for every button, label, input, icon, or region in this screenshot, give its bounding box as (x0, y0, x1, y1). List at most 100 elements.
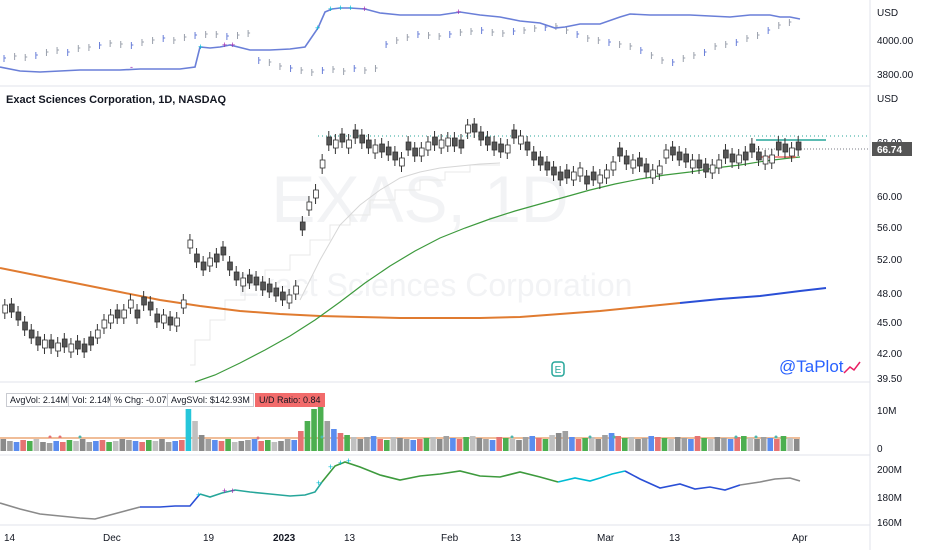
candle-body (194, 253, 200, 263)
volume-bar (793, 439, 800, 451)
volume-bar (635, 439, 641, 451)
candle-body (471, 123, 478, 133)
volume-bar (377, 439, 383, 451)
candlesticks (2, 118, 802, 358)
candle-body (742, 151, 749, 161)
candle-body (266, 283, 273, 293)
volume-bar (463, 437, 469, 451)
volume-bar (430, 437, 436, 451)
volume-bar (608, 433, 615, 451)
top-unit-label: USD (877, 8, 898, 19)
volume-bar (238, 441, 245, 451)
svg-text:+: + (338, 3, 343, 13)
candle-body (134, 309, 141, 319)
candle-body (405, 141, 412, 151)
volume-bar (502, 438, 509, 451)
price-unit-label: USD (877, 94, 898, 105)
candle-body (465, 124, 471, 134)
candle-body (617, 147, 623, 157)
price-tick-56: 56.00 (877, 223, 902, 234)
volume-bar (628, 437, 635, 451)
volume-bar (707, 439, 714, 451)
time-label-2023: 2023 (273, 533, 296, 544)
bottom-line-blue-2 (624, 470, 741, 491)
volume-bar (145, 440, 152, 451)
svg-text:+: + (316, 478, 321, 488)
bottom-line-blue-1 (140, 493, 201, 508)
volume-bar (139, 442, 145, 451)
volume-bar (476, 438, 483, 451)
volume-bar (694, 436, 701, 451)
bottom-line-markers: + + + + + + + (196, 456, 351, 500)
svg-text:+: + (222, 40, 227, 50)
last-price-label: 66.74 (877, 145, 902, 156)
candle-body (643, 163, 650, 173)
volume-bar (496, 437, 502, 451)
volume-bar (291, 440, 298, 451)
candle-body (756, 151, 762, 161)
symbol-watermark: EXAS, 1D (271, 162, 568, 236)
volume-bar (595, 439, 602, 451)
earnings-marker[interactable] (551, 361, 565, 377)
candle-body (491, 141, 498, 151)
candle-body (504, 144, 511, 154)
candle-body (319, 159, 326, 169)
top-tick-3800: 3800.00 (877, 70, 914, 81)
candle-body (511, 129, 518, 139)
volume-bar (99, 440, 106, 451)
volume-bar (403, 439, 410, 451)
volume-bar (218, 441, 225, 451)
volume-bar (231, 442, 238, 451)
candle-body (114, 309, 121, 319)
volume-bar (317, 403, 324, 451)
volume-bar (443, 436, 450, 451)
percent-change-stat: % Chg: -0.07% (110, 393, 179, 407)
volume-bar (185, 409, 192, 451)
volume-bar (198, 435, 205, 451)
volume-bar (450, 438, 456, 451)
volume-bar (364, 437, 370, 451)
candle-body (352, 129, 359, 139)
bottom-line-teal-1 (199, 481, 323, 498)
volume-bar (734, 437, 740, 451)
candle-body (260, 281, 266, 291)
candle-body (200, 261, 207, 271)
volume-bar (674, 437, 681, 451)
volume-bar (489, 440, 496, 451)
candle-body (359, 134, 366, 144)
volume-bar (529, 436, 536, 451)
candle-body (524, 141, 531, 151)
candle-body (42, 339, 48, 349)
volume-bar (152, 441, 159, 451)
volume-bar (79, 439, 86, 451)
candle-body (128, 299, 134, 309)
volume-bar (40, 442, 46, 451)
candle-body (227, 261, 233, 271)
candle-body (498, 143, 504, 153)
candle-body (233, 271, 240, 281)
volume-tick-0: 0 (877, 444, 883, 455)
time-label-13-jan: 13 (344, 533, 356, 544)
svg-text:+: + (230, 486, 235, 496)
candle-body (485, 136, 491, 146)
candle-body (531, 151, 537, 161)
svg-text:+: + (328, 462, 333, 472)
bottom-tick-160m: 160M (877, 518, 902, 529)
candle-body (299, 221, 306, 231)
chart-title[interactable]: Exact Sciences Corporation, 1D, NASDAQ (6, 94, 227, 106)
time-label-mar: Mar (597, 533, 615, 544)
candle-body (564, 169, 570, 179)
bottom-line-gray-right (739, 477, 801, 486)
time-label-14: 14 (4, 533, 16, 544)
svg-text:+: + (338, 458, 343, 468)
candle-body (584, 175, 590, 185)
candle-body (280, 291, 286, 301)
volume-bar (469, 436, 476, 451)
candle-body (716, 159, 723, 169)
candle-body (432, 136, 438, 146)
volume-bar (26, 441, 33, 451)
volume-bar (271, 442, 278, 451)
volume-bar (767, 438, 774, 451)
volume-bar (516, 440, 522, 451)
